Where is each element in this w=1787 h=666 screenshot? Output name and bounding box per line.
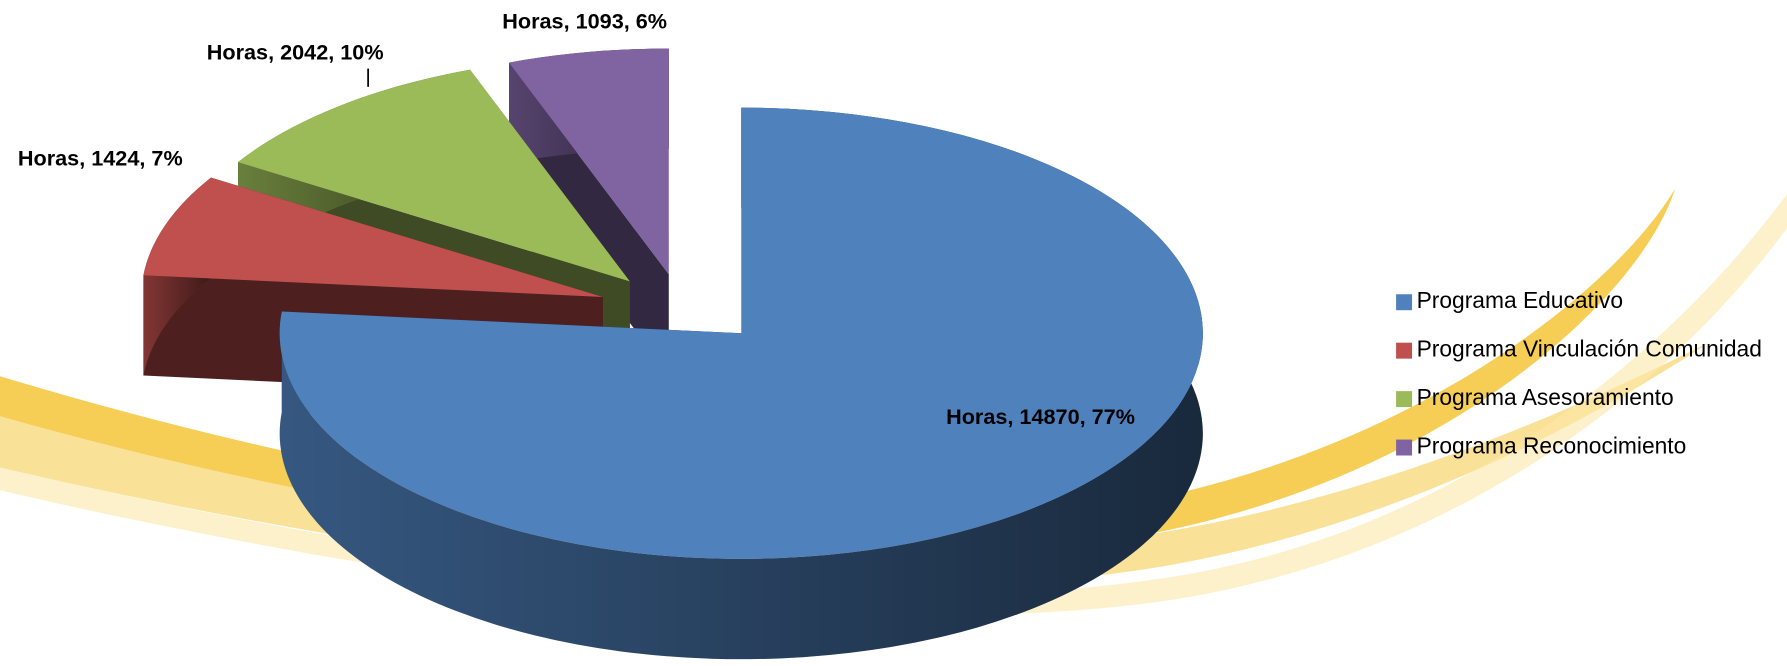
data-label: Horas, 1424, 7%	[18, 145, 183, 170]
chart: Horas, 14870, 77% Horas, 1424, 7% Horas, 2…	[0, 0, 1787, 666]
data-label: Horas, 14870, 77%	[946, 404, 1135, 429]
legend-label: Programa Asesoramiento	[1417, 384, 1674, 410]
page: {"chart_data": { "type": "pie3d", "categ…	[0, 0, 1787, 666]
data-label: Horas, 2042, 10%	[207, 40, 384, 65]
legend-label: Programa Vinculación Comunidad	[1417, 336, 1762, 362]
pie	[143, 49, 1202, 660]
legend-swatch	[1396, 391, 1412, 407]
legend-swatch	[1396, 294, 1412, 310]
legend-label: Programa Reconocimiento	[1417, 433, 1687, 459]
legend-swatch	[1396, 343, 1412, 359]
data-label: Horas, 1093, 6%	[502, 9, 667, 34]
legend-label: Programa Educativo	[1417, 287, 1623, 313]
legend-swatch	[1396, 440, 1412, 456]
